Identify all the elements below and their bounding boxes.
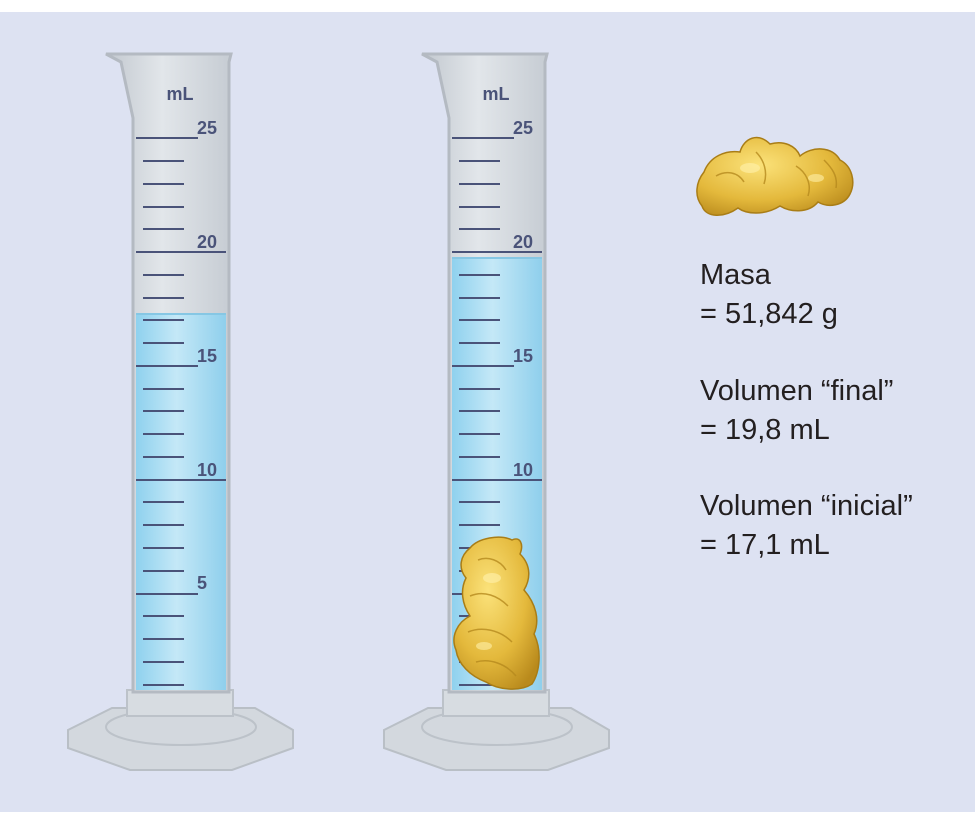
scale-label-10: 10	[197, 460, 217, 480]
scale-ticks	[136, 137, 226, 686]
unit-label: mL	[483, 84, 510, 104]
cylinder-foot	[126, 689, 234, 717]
cylinder-base	[67, 707, 294, 771]
info-panel: Masa = 51,842 g	[700, 256, 838, 334]
cylinder-foot	[442, 689, 550, 717]
final-volume-value: = 19,8 mL	[700, 414, 830, 446]
scale-label-5: 5	[197, 573, 207, 593]
scale-label-10: 10	[513, 460, 533, 480]
scale-label-25: 25	[513, 118, 533, 138]
initial-volume-value: = 17,1 mL	[700, 529, 830, 561]
right-graduated-cylinder: mL 25 20 15 10 5	[383, 52, 610, 771]
gold-nugget-icon	[696, 136, 854, 216]
final-volume-block: Volumen “final” = 19,8 mL	[700, 372, 893, 450]
scale-label-20: 20	[197, 232, 217, 252]
cylinder-base	[383, 707, 610, 771]
gold-nugget-icon	[453, 536, 540, 690]
final-volume-label: Volumen “final”	[700, 375, 894, 407]
mass-label: Masa	[700, 259, 771, 291]
mass-value: = 51,842 g	[700, 298, 838, 330]
initial-volume-block: Volumen “inicial” = 17,1 mL	[700, 487, 913, 565]
initial-volume-label: Volumen “inicial”	[700, 490, 913, 522]
scale-label-15: 15	[513, 346, 533, 366]
scale-label-25: 25	[197, 118, 217, 138]
scale-label-20: 20	[513, 232, 533, 252]
scale-label-15: 15	[197, 346, 217, 366]
unit-label: mL	[167, 84, 194, 104]
left-graduated-cylinder: mL 25 20 15 10 5	[67, 52, 294, 771]
